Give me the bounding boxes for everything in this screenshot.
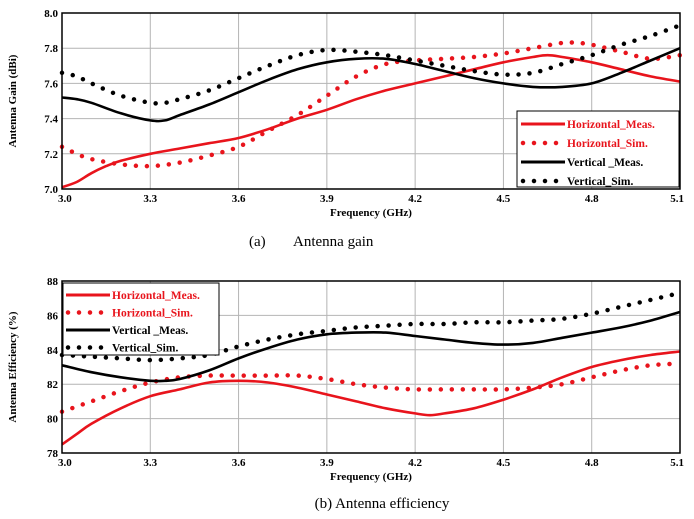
gain-y-tick-label: 7.6 <box>44 78 58 90</box>
efficiency-legend-label: Horizontal_Sim. <box>112 308 193 320</box>
gain-x-tick-label: 4.5 <box>497 193 511 205</box>
gain-y-tick-label: 7.0 <box>44 184 58 196</box>
efficiency-y-tick-label: 82 <box>47 379 59 391</box>
efficiency-x-tick-label: 3.9 <box>320 457 334 469</box>
gain-series-horizontal-sim <box>59 40 683 169</box>
gain-x-axis-label: Frequency (GHz) <box>330 207 412 219</box>
efficiency-legend-label: Horizontal_Meas. <box>112 290 200 302</box>
gain-y-ticks: 7.0 7.2 7.4 7.6 7.8 8.0 <box>44 8 58 196</box>
efficiency-y-tick-label: 88 <box>47 276 59 288</box>
efficiency-x-tick-label: 4.8 <box>585 457 599 469</box>
efficiency-series-vertical-meas <box>61 310 681 383</box>
gain-legend-label: Horizontal_Meas. <box>567 119 655 131</box>
efficiency-x-tick-label: 4.5 <box>497 457 511 469</box>
efficiency-series-horizontal-meas <box>61 350 681 446</box>
gain-x-tick-label: 3.9 <box>320 193 334 205</box>
efficiency-x-tick-label: 5.1 <box>670 457 684 469</box>
gain-x-tick-label: 4.8 <box>585 193 599 205</box>
gain-legend-label: Horizontal_Sim. <box>567 138 648 150</box>
efficiency-legend: Horizontal_Meas. Horizontal_Sim. Vertical … <box>62 282 220 356</box>
efficiency-chart: 3.0 3.3 3.6 3.9 4.2 4.5 4.8 5.1 78 80 82 84 86 88 Fr… <box>7 276 684 512</box>
gain-caption-label: (a) <box>249 234 266 250</box>
efficiency-series <box>59 290 683 446</box>
efficiency-x-tick-label: 4.2 <box>408 457 422 469</box>
gain-x-tick-label: 3.0 <box>58 193 72 205</box>
gain-series <box>59 23 683 189</box>
gain-legend: Horizontal_Meas. Horizontal_Sim. Vertical … <box>516 110 680 188</box>
gain-series-vertical-meas <box>61 47 681 123</box>
gain-legend-label: Vertical_Sim. <box>567 176 633 188</box>
efficiency-y-ticks: 78 80 82 84 86 88 <box>47 276 59 460</box>
gain-x-tick-label: 3.6 <box>232 193 246 205</box>
efficiency-legend-box <box>62 282 220 356</box>
gain-series-horizontal-meas <box>61 53 681 189</box>
gain-plot-frame <box>61 12 681 190</box>
efficiency-x-tick-label: 3.3 <box>143 457 157 469</box>
gain-chart: 3.0 3.3 3.6 3.9 4.2 4.5 4.8 5.1 7.0 7.2 7.4 7.6 7.8… <box>7 8 684 250</box>
efficiency-y-axis-label: Antenna Efficiency (%) <box>7 311 19 423</box>
efficiency-x-tick-label: 3.0 <box>58 457 72 469</box>
gain-y-axis-label: Antenna Gain (dBi) <box>7 54 19 147</box>
gain-x-tick-label: 4.2 <box>408 193 422 205</box>
gain-y-tick-label: 7.4 <box>44 114 58 126</box>
efficiency-y-tick-label: 84 <box>47 345 59 357</box>
efficiency-x-ticks: 3.0 3.3 3.6 3.9 4.2 4.5 4.8 5.1 <box>58 457 684 469</box>
efficiency-caption: (b) Antenna efficiency <box>315 496 450 512</box>
gain-y-tick-label: 8.0 <box>44 8 58 20</box>
gain-x-ticks: 3.0 3.3 3.6 3.9 4.2 4.5 4.8 5.1 <box>58 193 684 205</box>
gain-x-tick-label: 3.3 <box>143 193 157 205</box>
gain-legend-label: Vertical _Meas. <box>567 157 643 169</box>
efficiency-y-tick-label: 80 <box>47 414 59 426</box>
efficiency-series-horizontal-sim <box>59 361 683 414</box>
efficiency-y-tick-label: 78 <box>47 448 59 460</box>
efficiency-series-vertical-sim <box>59 290 683 363</box>
efficiency-x-tick-label: 3.6 <box>232 457 246 469</box>
efficiency-x-axis-label: Frequency (GHz) <box>330 471 412 483</box>
gain-y-tick-label: 7.2 <box>44 149 58 161</box>
efficiency-legend-label: Vertical _Meas. <box>112 325 188 337</box>
efficiency-legend-label: Vertical_Sim. <box>112 343 178 355</box>
gain-y-tick-label: 7.8 <box>44 43 58 55</box>
efficiency-plot-frame <box>61 280 681 454</box>
efficiency-y-tick-label: 86 <box>47 310 59 322</box>
gain-x-tick-label: 5.1 <box>670 193 684 205</box>
gain-caption-text: Antenna gain <box>293 234 374 250</box>
